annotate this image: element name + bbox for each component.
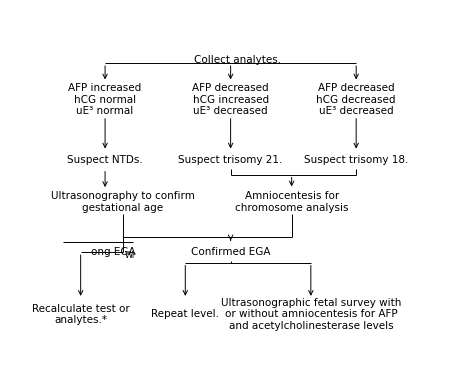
Text: ong EGA: ong EGA xyxy=(91,247,136,257)
Text: AFP increased
hCG normal
uE³ normal: AFP increased hCG normal uE³ normal xyxy=(68,83,142,116)
Text: Ultrasonographic fetal survey with
or without amniocentesis for AFP
and acetylch: Ultrasonographic fetal survey with or wi… xyxy=(220,298,401,331)
Text: Collect analytes.: Collect analytes. xyxy=(194,55,281,65)
Text: Suspect trisomy 21.: Suspect trisomy 21. xyxy=(179,155,283,165)
Text: Ultrasonography to confirm
gestational age: Ultrasonography to confirm gestational a… xyxy=(50,191,194,213)
Text: AFP decreased
hCG increased
uE³ decreased: AFP decreased hCG increased uE³ decrease… xyxy=(192,83,269,116)
Text: Amniocentesis for
chromosome analysis: Amniocentesis for chromosome analysis xyxy=(235,191,348,213)
Text: AFP decreased
hCG decreased
uE³ decreased: AFP decreased hCG decreased uE³ decrease… xyxy=(316,83,396,116)
Text: Recalculate test or
analytes.*: Recalculate test or analytes.* xyxy=(32,304,130,325)
Text: Wr: Wr xyxy=(124,251,135,260)
Text: Suspect trisomy 18.: Suspect trisomy 18. xyxy=(304,155,408,165)
Text: Repeat level.: Repeat level. xyxy=(151,310,219,320)
Text: Suspect NTDs.: Suspect NTDs. xyxy=(67,155,143,165)
Text: Confirmed EGA: Confirmed EGA xyxy=(191,247,270,257)
